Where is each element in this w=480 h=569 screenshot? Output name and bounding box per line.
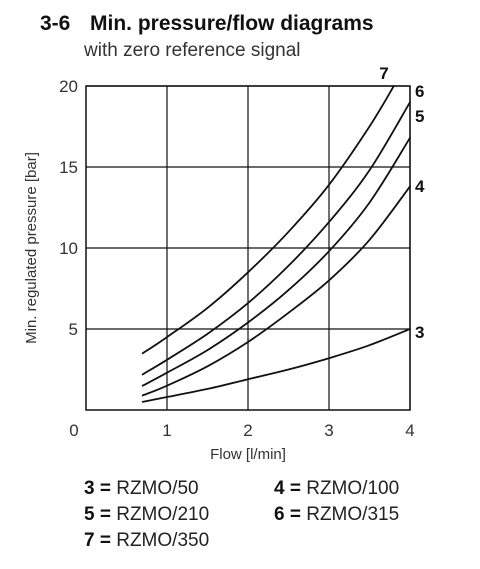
pressure-flow-chart: 1 2 3 4 5 10 15 20 7 6 5 4 3 0 Flow [l/min] Min. r… [23, 64, 425, 463]
curve-label-7: 7 [379, 64, 388, 83]
x-tick-label: 3 [324, 421, 333, 440]
y-tick-label: 10 [59, 239, 78, 258]
curve-4 [141, 185, 411, 397]
section-title: Min. pressure/flow diagrams [90, 12, 374, 35]
curve-6 [141, 101, 411, 376]
y-tick-labels: 5 10 15 20 [59, 77, 78, 339]
x-tick-label: 4 [405, 421, 414, 440]
curve-5 [141, 136, 411, 387]
legend-item-4: 4 = RZMO/100 [274, 478, 400, 499]
curve-label-5: 5 [415, 107, 424, 126]
x-tick-labels: 1 2 3 4 [162, 421, 414, 440]
curve-label-6: 6 [415, 82, 424, 101]
plot-frame [85, 85, 411, 411]
legend-item-7: 7 = RZMO/350 [84, 530, 210, 551]
legend-item-3: 3 = RZMO/50 [84, 478, 199, 499]
curve-3 [141, 328, 411, 403]
section-heading: 3-6 Min. pressure/flow diagrams [40, 12, 374, 36]
y-axis-label: Min. regulated pressure [bar] [23, 152, 40, 344]
origin-label: 0 [69, 421, 78, 440]
x-axis-label: Flow [l/min] [210, 446, 286, 463]
x-tick-label: 1 [162, 421, 171, 440]
curve-label-4: 4 [415, 177, 425, 196]
section-subtitle: with zero reference signal [84, 40, 301, 61]
legend-item-5: 5 = RZMO/210 [84, 504, 210, 525]
y-tick-label: 15 [59, 158, 78, 177]
section-number: 3-6 [40, 12, 71, 35]
curve-labels: 7 6 5 4 3 [379, 64, 425, 342]
chart-curves [141, 85, 411, 403]
curve-7 [141, 85, 395, 355]
legend-item-6: 6 = RZMO/315 [274, 504, 400, 525]
y-tick-label: 20 [59, 77, 78, 96]
x-tick-label: 2 [243, 421, 252, 440]
curve-label-3: 3 [415, 323, 424, 342]
y-tick-label: 5 [69, 320, 78, 339]
